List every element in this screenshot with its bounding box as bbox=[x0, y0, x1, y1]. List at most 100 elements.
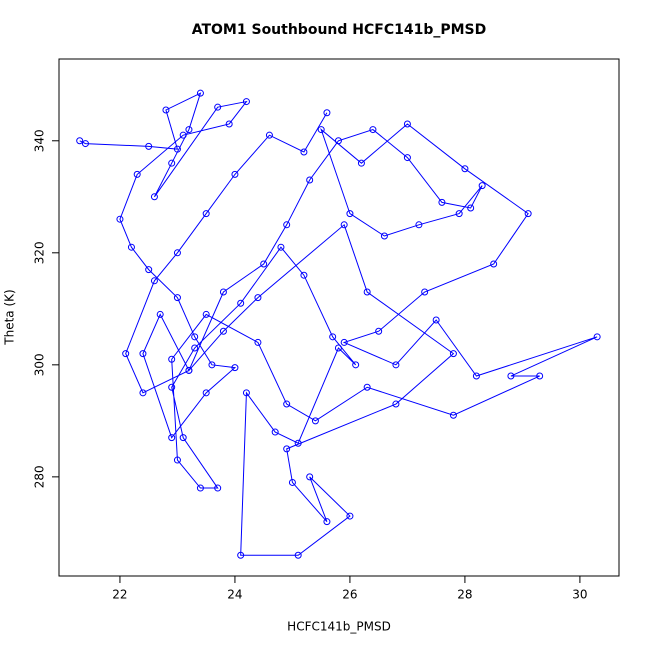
data-point bbox=[179, 434, 187, 442]
data-point bbox=[173, 294, 181, 302]
data-point bbox=[254, 338, 262, 346]
data-point bbox=[340, 221, 348, 229]
data-point bbox=[242, 389, 250, 397]
data-point bbox=[403, 120, 411, 128]
data-point bbox=[380, 232, 388, 240]
data-point bbox=[133, 170, 141, 178]
data-point bbox=[472, 372, 480, 380]
data-point bbox=[162, 106, 170, 114]
data-point bbox=[168, 159, 176, 167]
data-point bbox=[478, 182, 486, 190]
data-point bbox=[449, 350, 457, 358]
x-tick-label: 26 bbox=[342, 588, 357, 602]
data-point bbox=[242, 98, 250, 106]
x-tick-label: 22 bbox=[112, 588, 127, 602]
data-point bbox=[363, 288, 371, 296]
data-point bbox=[449, 411, 457, 419]
data-point bbox=[196, 89, 204, 97]
data-point bbox=[340, 338, 348, 346]
plot-frame bbox=[58, 58, 620, 577]
data-point bbox=[173, 456, 181, 464]
data-point bbox=[254, 294, 262, 302]
data-point bbox=[196, 484, 204, 492]
data-point bbox=[168, 355, 176, 363]
data-point bbox=[185, 126, 193, 134]
data-point bbox=[179, 131, 187, 139]
data-point bbox=[185, 366, 193, 374]
data-point bbox=[306, 473, 314, 481]
data-point bbox=[294, 551, 302, 559]
data-point bbox=[168, 383, 176, 391]
data-point bbox=[191, 344, 199, 352]
data-point bbox=[283, 221, 291, 229]
data-point bbox=[214, 103, 222, 111]
data-point bbox=[357, 159, 365, 167]
data-point bbox=[311, 417, 319, 425]
y-tick-label: 300 bbox=[33, 353, 47, 376]
data-point bbox=[202, 210, 210, 218]
data-point bbox=[145, 266, 153, 274]
data-point bbox=[323, 518, 331, 526]
data-point bbox=[300, 271, 308, 279]
data-point bbox=[490, 260, 498, 268]
data-point bbox=[219, 327, 227, 335]
data-point bbox=[150, 277, 158, 285]
data-point bbox=[432, 316, 440, 324]
data-point bbox=[415, 221, 423, 229]
data-point bbox=[116, 215, 124, 223]
y-tick-label: 320 bbox=[33, 241, 47, 264]
data-point bbox=[507, 372, 515, 380]
data-point bbox=[461, 165, 469, 173]
data-point bbox=[346, 512, 354, 520]
data-point bbox=[317, 126, 325, 134]
data-point bbox=[202, 310, 210, 318]
x-tick-label: 24 bbox=[227, 588, 242, 602]
data-point bbox=[403, 154, 411, 162]
data-point bbox=[173, 145, 181, 153]
x-tick-label: 30 bbox=[572, 588, 587, 602]
data-point bbox=[81, 140, 89, 148]
y-axis-label: Theta (K) bbox=[3, 289, 17, 345]
y-tick-label: 280 bbox=[33, 465, 47, 488]
data-point bbox=[139, 389, 147, 397]
data-point bbox=[231, 364, 239, 372]
data-point bbox=[593, 333, 601, 341]
data-point bbox=[225, 120, 233, 128]
data-point bbox=[173, 249, 181, 257]
data-point bbox=[202, 389, 210, 397]
data-point bbox=[524, 210, 532, 218]
data-point bbox=[323, 109, 331, 117]
data-point bbox=[150, 193, 158, 201]
data-point bbox=[237, 299, 245, 307]
data-point bbox=[265, 131, 273, 139]
data-point bbox=[467, 204, 475, 212]
data-point bbox=[168, 434, 176, 442]
data-point bbox=[191, 333, 199, 341]
data-point bbox=[334, 137, 342, 145]
data-point bbox=[536, 372, 544, 380]
y-tick-label: 340 bbox=[33, 129, 47, 152]
data-point bbox=[455, 210, 463, 218]
data-point bbox=[208, 361, 216, 369]
data-point bbox=[277, 243, 285, 251]
data-point bbox=[369, 126, 377, 134]
data-point bbox=[294, 439, 302, 447]
data-point bbox=[375, 327, 383, 335]
data-point bbox=[271, 428, 279, 436]
data-point bbox=[306, 176, 314, 184]
data-point bbox=[346, 210, 354, 218]
data-point bbox=[352, 361, 360, 369]
data-point bbox=[329, 333, 337, 341]
data-point bbox=[156, 310, 164, 318]
data-point bbox=[260, 260, 268, 268]
data-point bbox=[283, 400, 291, 408]
data-point bbox=[421, 288, 429, 296]
x-tick-label: 28 bbox=[457, 588, 472, 602]
data-point bbox=[139, 350, 147, 358]
data-point bbox=[363, 383, 371, 391]
data-point bbox=[300, 148, 308, 156]
chart-title: ATOM1 Southbound HCFC141b_PMSD bbox=[192, 22, 487, 38]
data-point bbox=[214, 484, 222, 492]
data-line bbox=[79, 92, 598, 556]
